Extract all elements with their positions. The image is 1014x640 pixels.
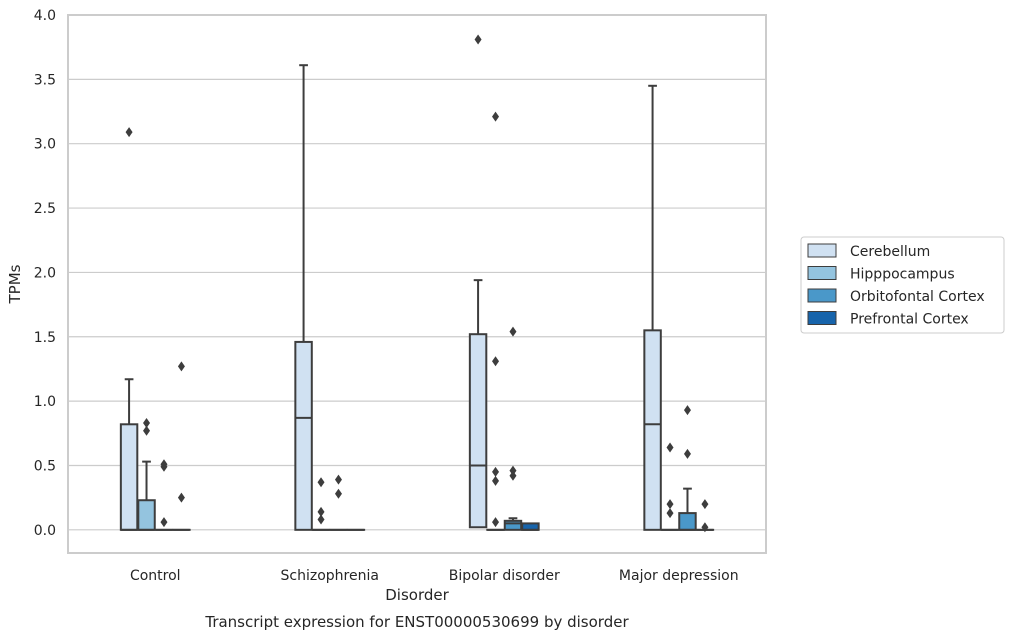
boxes <box>119 34 715 533</box>
legend-item: Cerebellum <box>807 243 930 260</box>
outlier-point <box>492 517 500 528</box>
x-tick-label: Major depression <box>619 568 739 584</box>
box-2-1 <box>329 474 348 531</box>
plot-frame <box>67 14 767 554</box>
box-body <box>294 340 313 531</box>
legend-label: Prefrontal Cortex <box>850 312 969 328</box>
legend-label: Hipppocampus <box>850 267 955 283</box>
box-2-3 <box>678 405 697 531</box>
outlier-point <box>666 508 674 519</box>
x-tick-label: Bipolar disorder <box>449 568 560 584</box>
outlier-point <box>160 459 168 470</box>
legend-swatch <box>807 243 837 258</box>
outlier-point <box>177 492 185 503</box>
box-1-1 <box>311 477 331 531</box>
y-tick-label: 4.0 <box>34 8 56 24</box>
y-axis-label: TPMs <box>6 264 24 304</box>
outlier-point <box>125 127 133 138</box>
box-0-3 <box>643 84 662 531</box>
y-tick-label: 0.5 <box>34 458 56 474</box>
outlier-point <box>701 522 709 533</box>
box-body <box>643 329 662 531</box>
y-tick-label: 0.0 <box>34 523 56 539</box>
box-body <box>503 519 523 531</box>
box-0-1 <box>294 64 313 531</box>
y-tick-label: 3.5 <box>34 72 56 88</box>
legend-item: Prefrontal Cortex <box>807 311 969 328</box>
box-3-2 <box>521 522 540 531</box>
y-tick-label: 1.5 <box>34 330 56 346</box>
outlier-point <box>317 506 325 517</box>
legend-label: Orbitofontal Cortex <box>850 289 985 305</box>
box-3-0 <box>172 361 191 531</box>
box-0-2 <box>468 34 488 529</box>
outlier-point <box>509 326 517 337</box>
outlier-point <box>317 514 325 525</box>
y-tick-label: 3.0 <box>34 137 56 153</box>
y-tick-label: 1.0 <box>34 394 56 410</box>
x-axis-label: Disorder <box>385 586 449 604</box>
y-tick-labels: 0.0 0.5 1.0 1.5 2.0 2.5 3.0 3.5 4.0 <box>34 8 56 539</box>
legend-swatch <box>807 311 837 325</box>
outlier-point <box>334 488 342 499</box>
outlier-point <box>492 356 500 367</box>
legend-swatch <box>807 266 837 280</box>
legend-item: Hipppocampus <box>807 266 955 283</box>
box-body <box>678 512 697 531</box>
x-tick-labels: Control Schizophrenia Bipolar disorder Majo… <box>130 568 739 584</box>
box-body <box>119 423 139 531</box>
outlier-point <box>683 405 691 416</box>
box-1-0 <box>137 418 156 531</box>
legend: Cerebellum Hipppocampus Orbitofontal Corte… <box>800 236 1005 334</box>
box-1-3 <box>660 442 680 531</box>
box-2-0 <box>154 459 174 531</box>
box-body <box>468 333 488 529</box>
outlier-point <box>509 470 517 481</box>
x-tick-label: Schizophrenia <box>281 568 379 584</box>
outlier-point <box>143 418 151 429</box>
box-1-2 <box>486 111 505 531</box>
box-body <box>137 499 156 531</box>
legend-item: Orbitofontal Cortex <box>807 288 985 305</box>
y-tick-label: 2.0 <box>34 265 56 281</box>
outlier-point <box>683 448 691 459</box>
outlier-point <box>666 499 674 510</box>
box-0-0 <box>119 127 139 531</box>
outlier-point <box>474 34 482 45</box>
legend-label: Cerebellum <box>850 244 930 260</box>
outlier-point <box>160 517 168 528</box>
outlier-point <box>317 477 325 488</box>
outlier-point <box>334 474 342 485</box>
outlier-point <box>666 442 674 453</box>
x-tick-label: Control <box>130 568 181 584</box>
outlier-point <box>177 361 185 372</box>
legend-frame <box>800 236 1005 334</box>
box-3-3 <box>695 499 715 533</box>
outlier-point <box>492 111 500 122</box>
outlier-point <box>701 499 709 510</box>
outlier-point <box>509 465 517 476</box>
box-2-2 <box>503 326 523 531</box>
legend-swatch <box>807 288 837 303</box>
chart-caption: Transcript expression for ENST0000053069… <box>204 613 629 631</box>
outlier-point <box>492 466 500 477</box>
y-tick-label: 2.5 <box>34 201 56 217</box>
outlier-point <box>143 425 151 436</box>
outlier-point <box>492 475 500 486</box>
